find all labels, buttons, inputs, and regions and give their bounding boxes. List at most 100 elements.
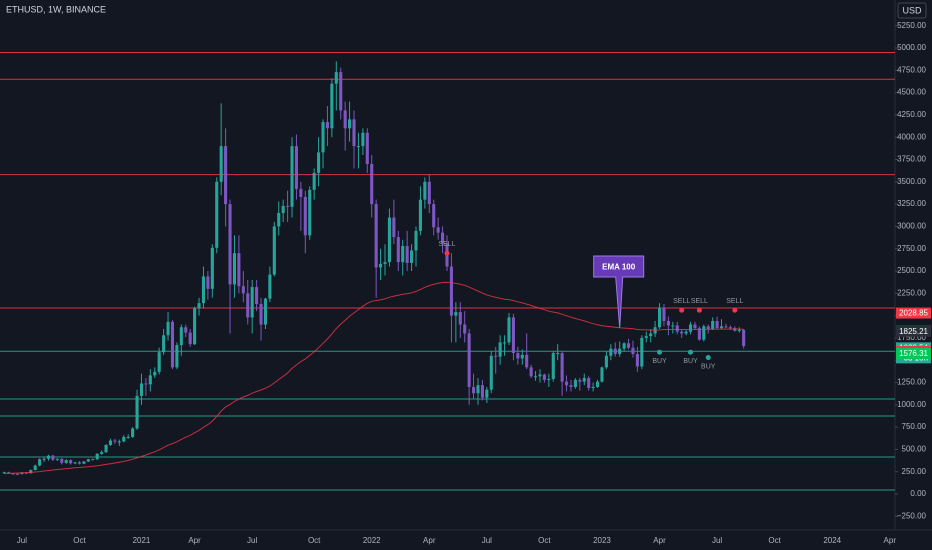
levels (0, 51, 895, 491)
y-tick-label: 3250.00 (897, 199, 926, 208)
x-tick-label: 2024 (823, 536, 841, 545)
candle-body (666, 320, 670, 326)
price-tag (896, 325, 931, 337)
candle-body (2, 472, 6, 474)
candle-body (662, 307, 666, 321)
candle-body (684, 331, 688, 334)
candle-body (237, 253, 241, 287)
candle-body (175, 345, 179, 368)
candle-body (697, 328, 701, 340)
x-tick-label: Jul (247, 536, 257, 545)
candle-body (281, 205, 285, 214)
candle-body (241, 286, 245, 294)
candle-body (77, 462, 82, 464)
candle-body (476, 385, 480, 394)
candle-body (308, 189, 312, 236)
candle-body (396, 237, 400, 263)
candle-body (671, 325, 675, 327)
candle-body (206, 276, 210, 289)
candle-body (100, 452, 104, 454)
axis: −250.00 0.00 250.00 500.00 750.00 1000.00 1250… (17, 21, 931, 545)
currency-box[interactable] (897, 2, 927, 19)
candle-body (139, 383, 144, 396)
candle-body (578, 379, 582, 382)
candle-body (33, 465, 37, 470)
candle-body (591, 386, 595, 388)
x-tick-label: 2023 (593, 536, 611, 545)
candle-body (489, 355, 493, 390)
candle-body (42, 458, 46, 460)
candle-body (742, 329, 746, 346)
x-tick-label: Jul (17, 536, 27, 545)
candle-body (587, 378, 591, 388)
signal-dot (705, 355, 711, 361)
candle-body (657, 307, 662, 328)
candle-body (224, 146, 228, 205)
candle-body (246, 293, 250, 318)
chart-title: ETHUSD, 1W, BINANCE (6, 4, 106, 14)
candle-body (688, 324, 693, 332)
candle-body (538, 374, 542, 377)
candle-body (556, 353, 560, 355)
candle-body (618, 348, 622, 354)
candle-body (675, 325, 679, 332)
candle-body (166, 321, 170, 336)
price-tag-label: 1825.21 (899, 327, 928, 336)
candle-body (117, 441, 121, 443)
candle-body (715, 320, 719, 329)
candle-body (86, 459, 90, 462)
candle-body (321, 122, 325, 153)
candle-body (401, 246, 405, 263)
y-tick-label: 0.00 (910, 489, 926, 498)
candle-body (410, 250, 414, 263)
candle-body (516, 353, 520, 359)
candle-body (179, 327, 183, 346)
candle-body (534, 376, 538, 378)
candle-body (719, 326, 724, 329)
candle-body (197, 303, 201, 309)
candle-body (724, 326, 728, 328)
candle-body (250, 287, 254, 318)
y-tick-label: 2500.00 (897, 266, 926, 275)
y-tick-label: −250.00 (897, 511, 927, 520)
callout-box (593, 255, 645, 328)
candle-body (503, 342, 507, 344)
candle-body (210, 247, 214, 289)
candle-body (135, 395, 139, 429)
candle-body (144, 383, 148, 385)
signal-dot (688, 349, 694, 355)
y-tick-label: 2750.00 (897, 244, 926, 253)
candle-body (498, 342, 502, 357)
candle-body (108, 440, 113, 445)
x-tick-label: Oct (538, 536, 551, 545)
price-tag (896, 347, 931, 359)
candle-body (542, 374, 546, 380)
candle-body (104, 444, 108, 453)
candle-body (162, 335, 166, 353)
candle-body (38, 459, 42, 466)
y-tick-label: 4500.00 (897, 88, 926, 97)
candle-body (201, 276, 206, 304)
candle-body (458, 312, 462, 325)
candle-body (20, 472, 24, 474)
y-tick-label: 3000.00 (897, 222, 926, 231)
candle-body (290, 146, 294, 207)
candle-body (463, 324, 467, 334)
candle-body (148, 375, 152, 385)
candle-body (525, 354, 529, 368)
candle-body (365, 132, 369, 164)
candle-body (635, 353, 639, 367)
candle-body (343, 110, 347, 129)
signal-dot (679, 307, 685, 313)
signal-dot (444, 250, 450, 256)
candle-body (649, 333, 653, 337)
candle-body (188, 332, 192, 345)
y-tick-label: 3500.00 (897, 177, 926, 186)
candle-body (131, 428, 135, 437)
candle-body (294, 146, 299, 189)
candle-body (529, 367, 533, 377)
candle-body (436, 227, 440, 233)
